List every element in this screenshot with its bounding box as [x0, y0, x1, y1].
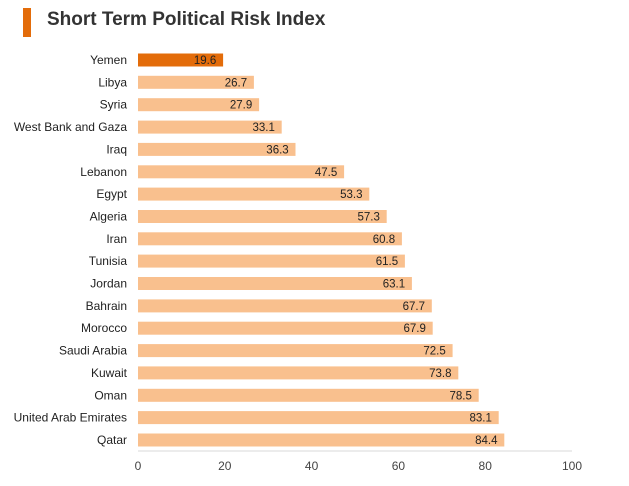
bar-jordan	[138, 277, 412, 290]
value-label: 67.7	[403, 301, 425, 313]
value-label: 67.9	[404, 323, 426, 335]
bar-kuwait	[138, 366, 459, 380]
category-label: Egypt	[96, 187, 127, 201]
category-label: Yemen	[90, 53, 127, 67]
bar-iran	[138, 232, 402, 246]
category-label: Iran	[106, 232, 127, 246]
category-label: Tunisia	[89, 254, 128, 268]
bar-morocco	[138, 321, 433, 335]
x-tick-label: 60	[392, 459, 406, 473]
bars-group: 19.6 26.7 27.933.1 36.3 47.553.3 57.3 60.8 61.5…	[138, 53, 505, 447]
bar-syria	[138, 98, 260, 112]
category-label: Jordan	[90, 277, 127, 291]
category-label: Bahrain	[86, 299, 127, 313]
value-label: 26.7	[225, 77, 247, 89]
bar-tunisia	[138, 254, 405, 268]
bar-algeria	[138, 210, 387, 223]
value-label: 36.3	[266, 144, 288, 156]
bar-qatar	[138, 433, 505, 447]
category-label: Syria	[100, 98, 128, 112]
value-label: 72.5	[423, 346, 445, 358]
value-label: 57.3	[358, 212, 380, 224]
bar-united-arab-emirates	[138, 411, 499, 425]
bar-bahrain	[138, 299, 432, 313]
value-label: 84.4	[475, 435, 498, 447]
category-label: West Bank and Gaza	[14, 120, 128, 134]
category-label: Libya	[98, 75, 127, 89]
value-label: 78.5	[450, 390, 472, 402]
value-label: 60.8	[373, 234, 395, 246]
value-label: 53.3	[340, 189, 362, 201]
value-label: 73.8	[429, 368, 451, 380]
bar-egypt	[138, 187, 370, 201]
category-label: Lebanon	[80, 165, 127, 179]
value-label: 61.5	[376, 256, 398, 268]
category-label: Morocco	[81, 321, 127, 335]
bar-iraq	[138, 142, 296, 156]
category-label: Saudi Arabia	[59, 344, 127, 358]
x-tick-label: 0	[135, 459, 142, 473]
x-tick-label: 100	[562, 459, 582, 473]
x-tick-label: 20	[218, 459, 232, 473]
category-label: Algeria	[90, 210, 128, 224]
bar-yemen	[138, 53, 224, 67]
value-label: 19.6	[194, 55, 216, 67]
category-label: United Arab Emirates	[14, 411, 127, 425]
x-tick-label: 40	[305, 459, 319, 473]
category-labels: Yemen Libya Syria West Bank and Gaza Iraq Leb…	[14, 53, 128, 447]
bar-saudi-arabia	[138, 344, 453, 358]
bar-oman	[138, 388, 479, 402]
x-tick-label: 80	[479, 459, 493, 473]
bar-lebanon	[138, 165, 345, 179]
value-label: 83.1	[470, 413, 492, 425]
category-label: Iraq	[106, 142, 127, 156]
chart-title: Short Term Political Risk Index	[47, 9, 326, 30]
category-label: Oman	[94, 388, 127, 402]
value-label: 63.1	[383, 279, 405, 291]
x-tick-labels: 0 20 40 60 80 100	[135, 459, 583, 473]
value-label: 33.1	[253, 122, 275, 134]
value-label: 27.9	[230, 100, 252, 112]
bar-west-bank-and-gaza	[138, 120, 282, 134]
bar-libya	[138, 75, 254, 89]
value-label: 47.5	[315, 167, 337, 179]
category-label: Qatar	[97, 433, 127, 447]
category-label: Kuwait	[91, 366, 128, 380]
title-accent-bar	[23, 8, 31, 37]
